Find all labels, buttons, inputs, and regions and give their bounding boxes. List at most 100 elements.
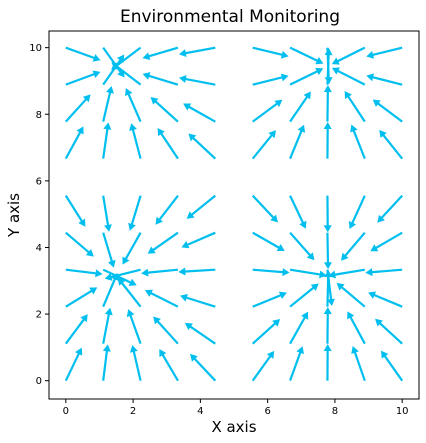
vector-arrow	[323, 85, 332, 122]
vector-arrow	[183, 103, 216, 123]
vector-arrow	[178, 267, 216, 276]
vector-arrow	[289, 46, 324, 65]
vector-arrow	[289, 268, 327, 279]
vector-arrow	[65, 268, 103, 278]
x-tick-label: 4	[197, 406, 203, 417]
vector-arrow	[102, 47, 125, 78]
vector-arrow	[129, 123, 142, 159]
vector-arrow	[326, 269, 335, 307]
x-axis-title: X axis	[211, 418, 256, 436]
vector-arrow	[186, 194, 216, 219]
vector-arrow	[324, 47, 333, 85]
vector-arrow	[178, 75, 216, 86]
vector-arrow	[336, 282, 366, 308]
vector-arrow	[111, 62, 142, 86]
vector-arrow	[366, 46, 403, 59]
vector-arrow	[102, 268, 137, 286]
plot-frame	[48, 30, 420, 400]
vector-arrow	[188, 133, 217, 160]
vector-arrow	[252, 291, 287, 308]
vector-arrow	[64, 347, 83, 382]
y-tick-label: 8	[36, 110, 42, 121]
vector-arrow	[65, 46, 101, 62]
vector-arrow	[289, 311, 309, 345]
x-tick-label: 6	[264, 406, 270, 417]
vector-arrow	[323, 232, 332, 270]
vector-arrow	[184, 322, 216, 345]
vector-arrow	[252, 268, 290, 277]
vector-arrow	[368, 291, 403, 308]
vector-arrow	[348, 195, 366, 230]
y-tick-label: 4	[36, 243, 42, 254]
vector-arrow	[324, 270, 333, 307]
vector-arrow	[289, 231, 315, 261]
vector-arrow	[102, 272, 119, 308]
vector-arrow	[251, 319, 281, 345]
x-tick-label: 8	[332, 406, 338, 417]
vector-arrow	[64, 126, 84, 160]
vector-arrow	[102, 195, 112, 232]
vector-arrow	[65, 94, 91, 123]
y-tick-label: 6	[36, 176, 42, 187]
vector-arrow	[289, 283, 319, 308]
vector-arrow	[331, 67, 366, 86]
vector-arrow	[323, 122, 332, 159]
vector-arrow	[289, 346, 304, 382]
vector-arrow	[347, 311, 366, 345]
vector-arrow	[129, 344, 142, 381]
y-axis-title: Y axis	[5, 193, 23, 238]
vector-arrow	[125, 88, 142, 123]
vector-arrow	[65, 70, 101, 86]
vector-arrow	[153, 316, 179, 345]
vector-arrow	[64, 314, 88, 345]
vector-arrow	[142, 72, 179, 86]
vector-arrow	[65, 231, 94, 257]
vector-arrow	[104, 268, 141, 281]
vector-arrow	[102, 54, 125, 86]
vector-arrow	[251, 194, 278, 223]
y-tick-label: 2	[36, 310, 42, 321]
y-tick-label: 10	[29, 43, 42, 54]
vector-arrow	[178, 46, 216, 58]
vector-arrow	[289, 124, 306, 160]
vector-arrow	[181, 231, 216, 249]
vector-arrow	[331, 46, 366, 65]
vector-arrow	[190, 353, 217, 382]
vector-arrow	[141, 268, 179, 277]
vector-arrow	[102, 85, 114, 122]
vector-arrow	[252, 99, 283, 123]
vector-arrow	[289, 91, 311, 123]
vector-arrow	[252, 46, 289, 59]
vector-arrow	[372, 99, 403, 123]
y-tick-label: 0	[36, 376, 42, 387]
vector-arrow	[375, 318, 403, 345]
vector-arrow	[65, 287, 98, 308]
vector-arrow	[366, 73, 403, 86]
vector-arrow	[251, 130, 276, 160]
vector-arrow	[122, 232, 142, 265]
vector-arrow	[64, 195, 86, 227]
vector-arrow	[102, 307, 113, 344]
vector-arrow	[111, 46, 142, 70]
vector-arrow	[351, 346, 366, 382]
vector-arrow	[344, 90, 366, 123]
vector-arrow	[381, 350, 404, 382]
vector-arrow	[340, 231, 366, 261]
vector-arrow	[323, 344, 332, 381]
vector-arrow	[128, 195, 142, 231]
vector-arrow	[328, 268, 365, 279]
arrow-layer	[64, 46, 404, 382]
vector-arrow	[289, 67, 324, 86]
vector-arrow	[147, 231, 179, 254]
vector-arrow	[350, 124, 366, 160]
y-axis: 0 2 4 6 8 10	[29, 43, 49, 387]
chart-title: Environmental Monitoring	[120, 7, 340, 27]
vector-arrow	[365, 268, 403, 277]
x-tick-label: 0	[63, 406, 69, 417]
x-tick-label: 2	[130, 406, 136, 417]
vector-arrow	[142, 46, 179, 61]
vector-arrow	[157, 128, 179, 160]
vector-arrow	[251, 350, 275, 382]
vector-arrow	[323, 307, 332, 344]
